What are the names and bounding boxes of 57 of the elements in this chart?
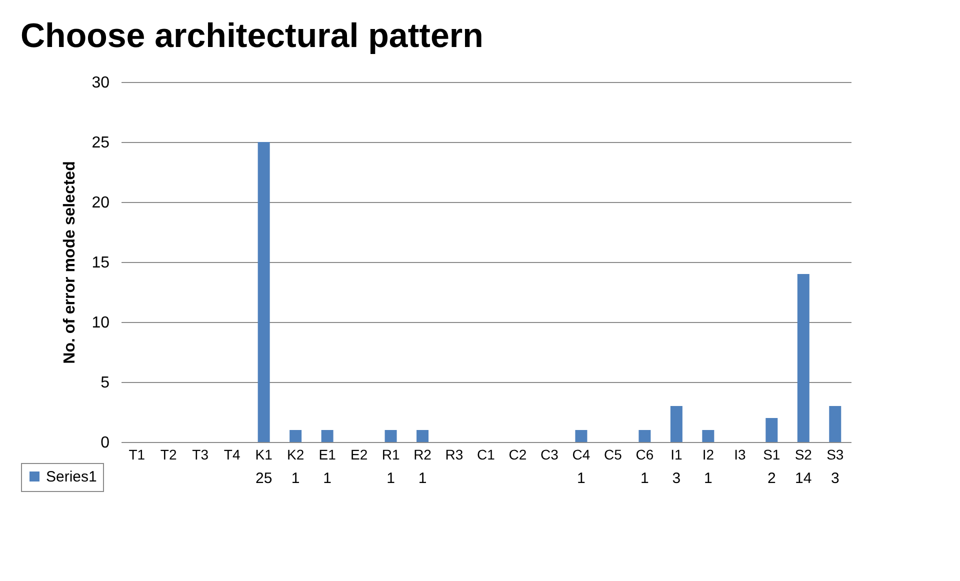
- x-tick-label: T2: [160, 446, 177, 462]
- data-label: 1: [386, 470, 395, 487]
- x-tick-label: I2: [702, 446, 714, 462]
- y-tick-label: 0: [100, 434, 110, 452]
- y-axis-title: No. of error mode selected: [62, 161, 79, 364]
- x-tick-label: C3: [540, 446, 559, 462]
- data-label: 14: [795, 470, 812, 487]
- bar: [416, 430, 429, 442]
- data-label: 1: [704, 470, 712, 487]
- x-tick-label: S1: [763, 446, 780, 462]
- y-tick-label: 5: [100, 374, 110, 392]
- y-tick-label: 30: [92, 74, 110, 92]
- bar: [290, 430, 302, 442]
- data-label: 3: [830, 470, 840, 487]
- x-tick-label: C6: [636, 446, 654, 462]
- y-tick-label: 15: [92, 254, 110, 272]
- x-tick-label: E1: [318, 446, 336, 462]
- data-label: 2: [767, 470, 776, 487]
- x-tick-label: E2: [350, 446, 368, 462]
- x-tick-label: T4: [224, 446, 240, 462]
- x-tick-label: C5: [604, 446, 622, 462]
- bar: [797, 274, 810, 442]
- data-label: 1: [640, 470, 649, 487]
- bar: [321, 430, 334, 442]
- data-label: 1: [323, 470, 332, 487]
- x-tick-label: C4: [572, 446, 590, 462]
- bar: [638, 430, 651, 442]
- y-tick-label: 20: [92, 194, 110, 212]
- y-tick-label: 10: [92, 314, 110, 332]
- bar: [670, 406, 682, 442]
- x-tick-label: C2: [508, 446, 527, 462]
- data-label: 1: [577, 470, 586, 487]
- x-tick-label: T1: [128, 446, 146, 462]
- y-tick-label: 25: [92, 134, 110, 152]
- data-label: 1: [418, 470, 427, 487]
- data-label: 25: [255, 470, 272, 487]
- x-tick-label: T3: [192, 446, 209, 462]
- x-tick-label: R2: [414, 446, 432, 462]
- bar: [575, 430, 588, 442]
- x-tick-label: I3: [734, 446, 746, 462]
- x-tick-label: K1: [255, 446, 273, 462]
- x-tick-label: R3: [445, 446, 464, 462]
- bar: [766, 418, 778, 442]
- x-tick-label: K2: [287, 446, 304, 462]
- x-tick-label: S2: [794, 446, 812, 462]
- bar: [384, 430, 397, 442]
- bar: [258, 142, 270, 442]
- legend-label: Series1: [46, 468, 97, 486]
- chart-title: Choose architectural pattern: [20, 17, 484, 55]
- x-tick-label: R1: [382, 446, 400, 462]
- data-label: 1: [291, 470, 300, 487]
- x-tick-label: C1: [477, 446, 496, 462]
- x-tick-label: S3: [826, 446, 844, 462]
- bar: [829, 406, 842, 442]
- bar: [702, 430, 714, 442]
- x-tick-label: I1: [670, 446, 682, 462]
- data-label: 3: [672, 470, 681, 487]
